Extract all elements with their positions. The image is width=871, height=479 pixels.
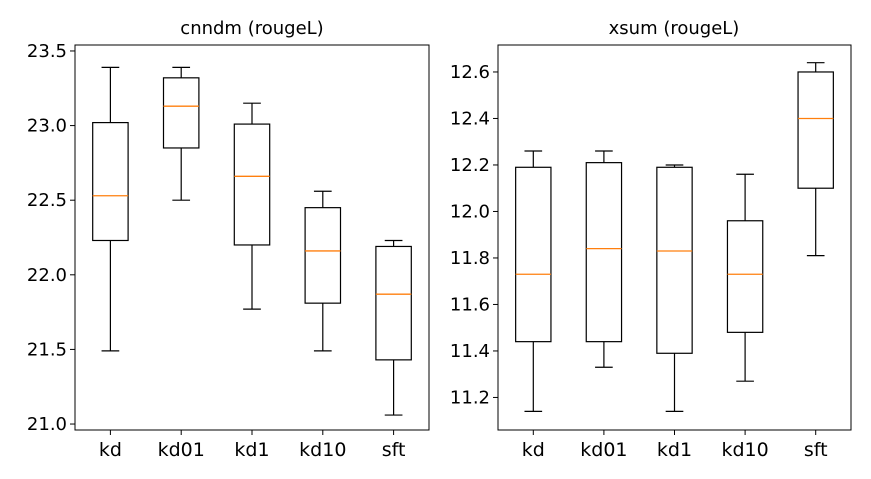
box-body [585, 162, 623, 343]
box-sft [375, 239, 412, 416]
box-kd1 [656, 164, 693, 413]
box-kd01 [162, 66, 200, 201]
y-tick-label: 12.6 [450, 62, 490, 83]
chart-title: cnndm (rougeL) [180, 18, 323, 39]
box-body [656, 166, 693, 354]
box-body [797, 71, 834, 189]
box-body [233, 123, 271, 246]
y-tick-label: 11.8 [450, 248, 490, 269]
x-tick-label: sft [804, 439, 828, 461]
box-sft [797, 62, 834, 257]
x-tick-label: kd01 [580, 439, 627, 461]
box-body [515, 166, 552, 343]
box-body [375, 245, 412, 361]
x-tick-label: kd10 [299, 439, 346, 461]
box-body [162, 77, 200, 149]
y-tick-label: 23.0 [27, 116, 67, 137]
y-tick-label: 12.0 [450, 201, 490, 222]
box-kd1 [233, 102, 271, 310]
box-kd01 [585, 150, 623, 368]
y-tick-label: 12.2 [450, 155, 490, 176]
box-body [726, 220, 764, 333]
y-tick-label: 12.4 [450, 108, 490, 129]
axes-frame [497, 44, 852, 431]
y-tick-label: 21.5 [27, 339, 67, 360]
y-tick-label: 11.4 [450, 341, 490, 362]
x-tick-label: kd [99, 439, 122, 461]
y-tick-label: 22.5 [27, 190, 67, 211]
x-tick-label: kd [522, 439, 545, 461]
chart-panel-xsum: xsum (rougeL) 11.2 11.4 11.6 11.8 12.0 12.2 12… [450, 18, 852, 461]
x-tick-label: kd10 [721, 439, 768, 461]
box-kd [92, 66, 129, 352]
y-tick-label: 23.5 [27, 41, 67, 62]
x-tick-label: kd1 [657, 439, 692, 461]
box-kd [515, 150, 552, 413]
x-tick-label: kd1 [234, 439, 269, 461]
axes-frame [74, 44, 430, 431]
box-body [304, 207, 342, 304]
box-kd10 [726, 173, 764, 382]
x-tick-label: kd01 [158, 439, 205, 461]
y-tick-label: 11.6 [450, 294, 490, 315]
box-kd10 [304, 190, 342, 352]
chart-panel-cnndm: cnndm (rougeL) 21.0 21.5 22.0 22.5 23.0 23.5 k… [27, 18, 430, 461]
y-tick-label: 22.0 [27, 265, 67, 286]
y-tick-label: 21.0 [27, 414, 67, 435]
y-tick-label: 11.2 [450, 387, 490, 408]
x-tick-label: sft [382, 439, 406, 461]
box-body [92, 121, 129, 242]
chart-title: xsum (rougeL) [609, 18, 740, 39]
